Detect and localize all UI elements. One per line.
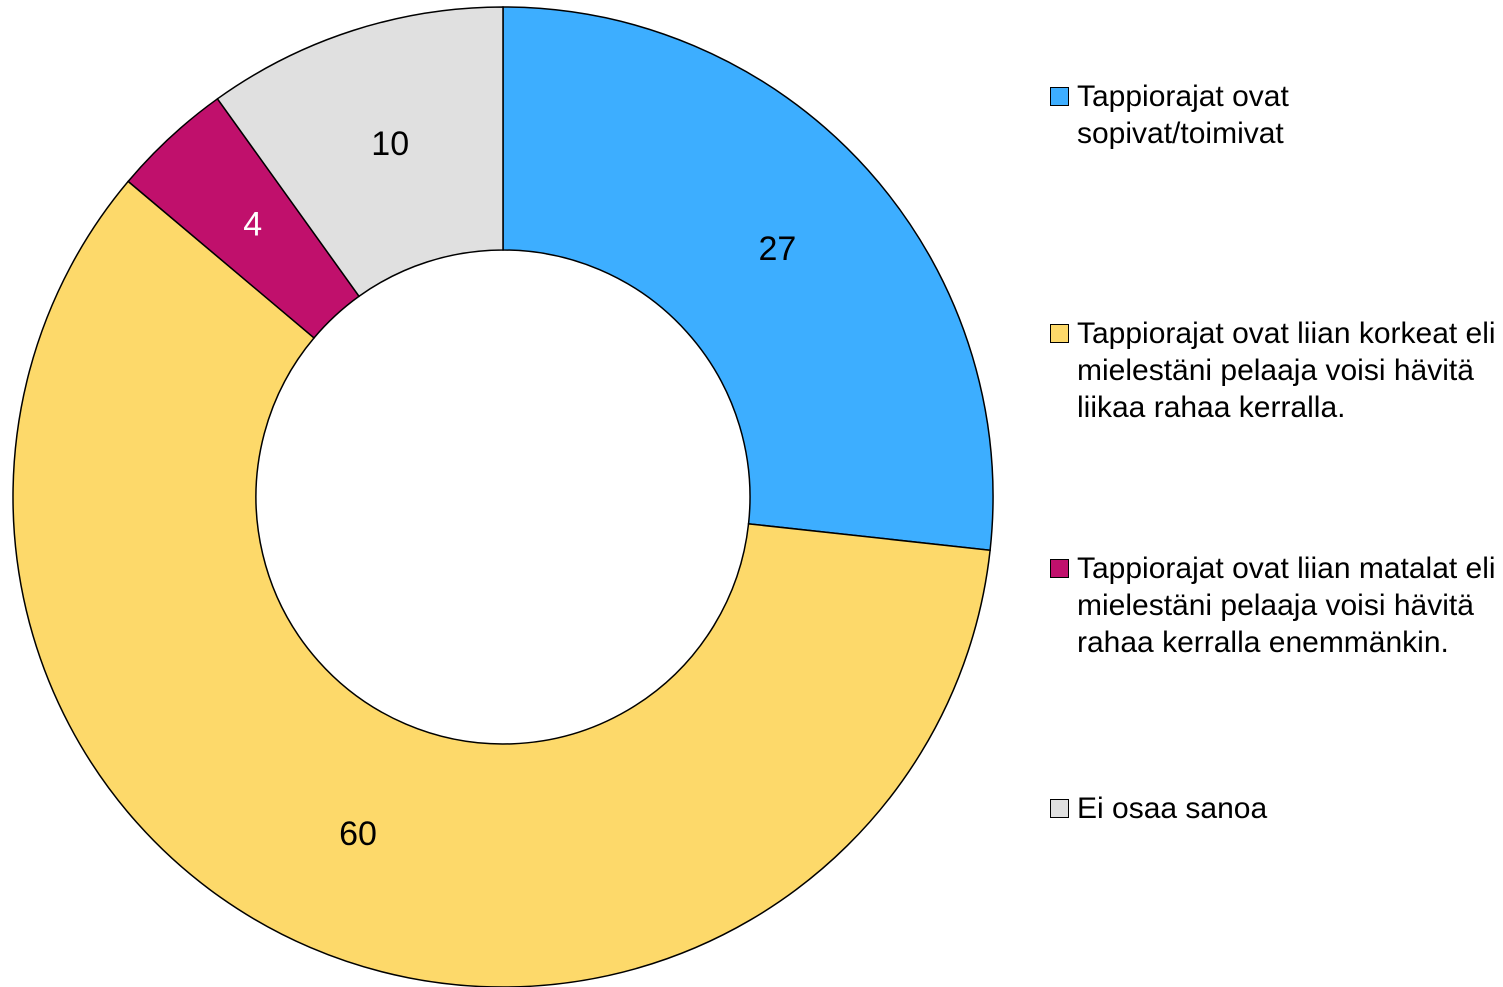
legend-item: Tappiorajat ovat liian korkeat eli miele… xyxy=(1050,315,1500,426)
data-label: 27 xyxy=(758,230,796,268)
legend-label: Tappiorajat ovat liian matalat eli miele… xyxy=(1077,552,1496,659)
legend-item: Tappiorajat ovat liian matalat eli miele… xyxy=(1050,550,1500,661)
slice xyxy=(12,180,991,987)
legend-label: Ei osaa sanoa xyxy=(1077,792,1268,825)
slice xyxy=(502,6,994,552)
data-label: 60 xyxy=(339,815,377,853)
legend-item: Tappiorajat ovat sopivat/toimivat xyxy=(1050,78,1500,152)
legend-label: Tappiorajat ovat sopivat/toimivat xyxy=(1077,80,1289,150)
legend-swatch xyxy=(1050,799,1069,818)
legend-label: Tappiorajat ovat liian korkeat eli miele… xyxy=(1077,317,1496,424)
legend-swatch xyxy=(1050,559,1069,578)
legend-item: Ei osaa sanoa xyxy=(1050,790,1500,827)
data-label: 10 xyxy=(371,125,409,163)
slice xyxy=(216,6,504,298)
legend-swatch xyxy=(1050,324,1069,343)
legend-swatch xyxy=(1050,87,1069,106)
data-label: 4 xyxy=(243,205,262,243)
